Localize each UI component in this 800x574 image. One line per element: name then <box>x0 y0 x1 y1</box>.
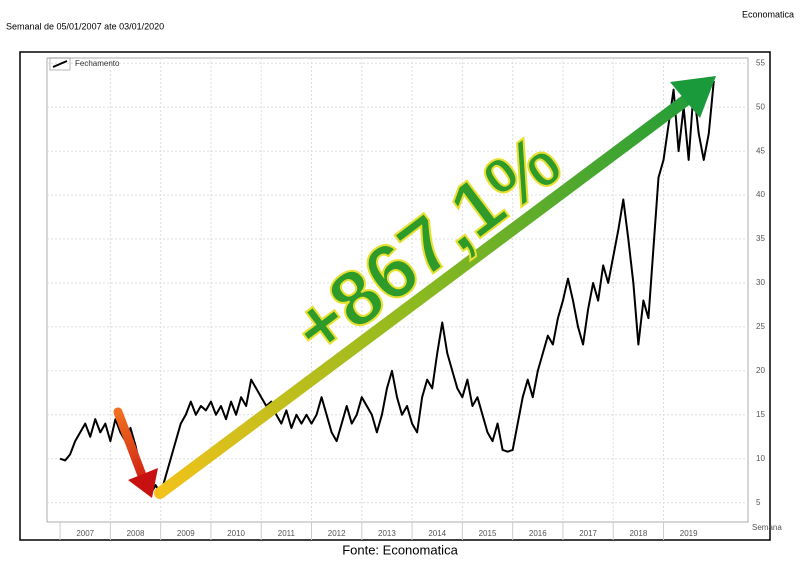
x-tick-label: 2011 <box>278 529 296 538</box>
legend-swatch <box>52 60 68 68</box>
y-tick-label: 50 <box>756 102 765 111</box>
y-tick-label: 25 <box>756 322 765 331</box>
green-arrow-shaft <box>154 91 696 499</box>
x-tick-label: 2009 <box>177 529 195 538</box>
x-tick-label: 2010 <box>227 529 245 538</box>
y-tick-label: 5 <box>756 498 761 507</box>
red-arrow-head <box>128 468 158 498</box>
legend-label: Fechamento <box>75 59 120 68</box>
x-tick-label: 2016 <box>529 529 547 538</box>
red-arrow-shaft <box>113 407 148 483</box>
y-tick-label: 40 <box>756 190 765 199</box>
subtitle: Semanal de 05/01/2007 ate 03/01/2020 <box>6 21 164 31</box>
x-tick-label: 2008 <box>127 529 145 538</box>
y-tick-label: 35 <box>756 234 765 243</box>
x-axis-label: Semana <box>752 523 782 532</box>
x-tick-label: 2018 <box>629 529 647 538</box>
y-tick-label: 30 <box>756 278 765 287</box>
y-tick-label: 45 <box>756 146 765 155</box>
legend-box <box>49 57 71 71</box>
x-tick-label: 2013 <box>378 529 396 538</box>
x-tick-label: 2019 <box>680 529 698 538</box>
x-tick-label: 2007 <box>76 529 94 538</box>
data-line <box>59 80 715 495</box>
x-tick-label: 2015 <box>479 529 497 538</box>
source-bottom: Fonte: Economatica <box>342 542 458 557</box>
y-tick-label: 20 <box>756 366 765 375</box>
frame <box>19 51 771 541</box>
green-arrow-head <box>670 76 716 118</box>
x-tick-label: 2012 <box>328 529 346 538</box>
x-tick-label: 2014 <box>428 529 446 538</box>
y-tick-label: 55 <box>756 58 765 67</box>
y-tick-label: 10 <box>756 454 765 463</box>
x-tick-label: 2017 <box>579 529 597 538</box>
source-top: Economatica <box>742 9 794 19</box>
y-tick-label: 15 <box>756 410 765 419</box>
